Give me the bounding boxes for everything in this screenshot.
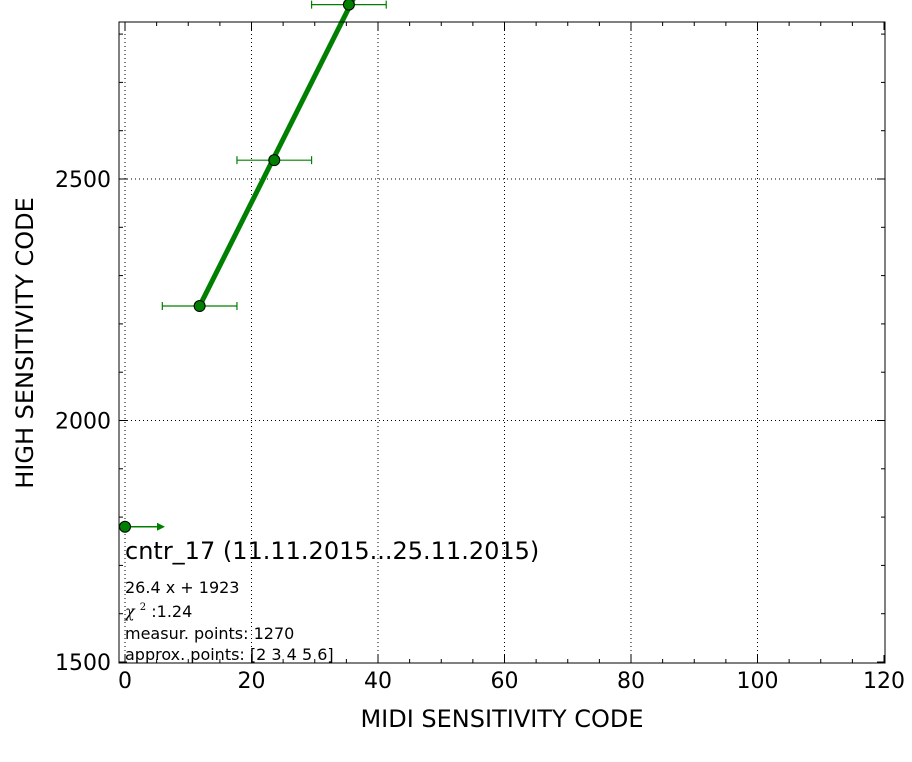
annotation-approx: approx. points: [2 3 4 5 6] bbox=[125, 645, 334, 664]
x-tick-label: 120 bbox=[863, 669, 905, 694]
y-tick-label: 2500 bbox=[55, 168, 111, 193]
error-bars bbox=[161, 0, 387, 311]
annotation-measured: measur. points: 1270 bbox=[125, 624, 294, 643]
ticks bbox=[119, 22, 885, 663]
annotation-chi2: χ 2 :1.24 bbox=[124, 595, 192, 621]
chi-exponent: 2 bbox=[140, 602, 146, 613]
y-axis-label: HIGH SENSITIVITY CODE bbox=[11, 197, 39, 489]
annotation: cntr_17 (11.11.2015...25.11.2015) 26.4 x… bbox=[124, 537, 539, 664]
x-tick-label: 60 bbox=[491, 669, 519, 694]
x-axis-label: MIDI SENSITIVITY CODE bbox=[360, 705, 643, 733]
chi-symbol: χ bbox=[124, 602, 136, 621]
annotation-equation: 26.4 x + 1923 bbox=[125, 578, 239, 597]
fit-line-group bbox=[197, 0, 356, 309]
plot-frame bbox=[118, 21, 886, 664]
y-tick-label: 1500 bbox=[55, 651, 111, 676]
data-point bbox=[268, 154, 281, 167]
x-tick-label: 20 bbox=[238, 669, 266, 694]
x-tick-label: 40 bbox=[364, 669, 392, 694]
fit-line bbox=[197, 0, 356, 309]
legend-marker bbox=[119, 520, 165, 533]
data-point bbox=[193, 300, 206, 313]
legend-point bbox=[119, 520, 131, 533]
legend-arrow-head bbox=[157, 522, 165, 531]
x-tick-label: 80 bbox=[617, 669, 645, 694]
data-point bbox=[342, 0, 355, 11]
tick-labels: 020406080100120150020002500300035004000 bbox=[55, 168, 905, 694]
chi-value: :1.24 bbox=[151, 602, 192, 621]
y-tick-label: 2000 bbox=[55, 410, 111, 435]
x-tick-label: 100 bbox=[737, 669, 779, 694]
grid bbox=[119, 22, 885, 663]
data-points bbox=[193, 0, 355, 313]
x-tick-label: 0 bbox=[118, 669, 132, 694]
annotation-title: cntr_17 (11.11.2015...25.11.2015) bbox=[125, 537, 539, 565]
